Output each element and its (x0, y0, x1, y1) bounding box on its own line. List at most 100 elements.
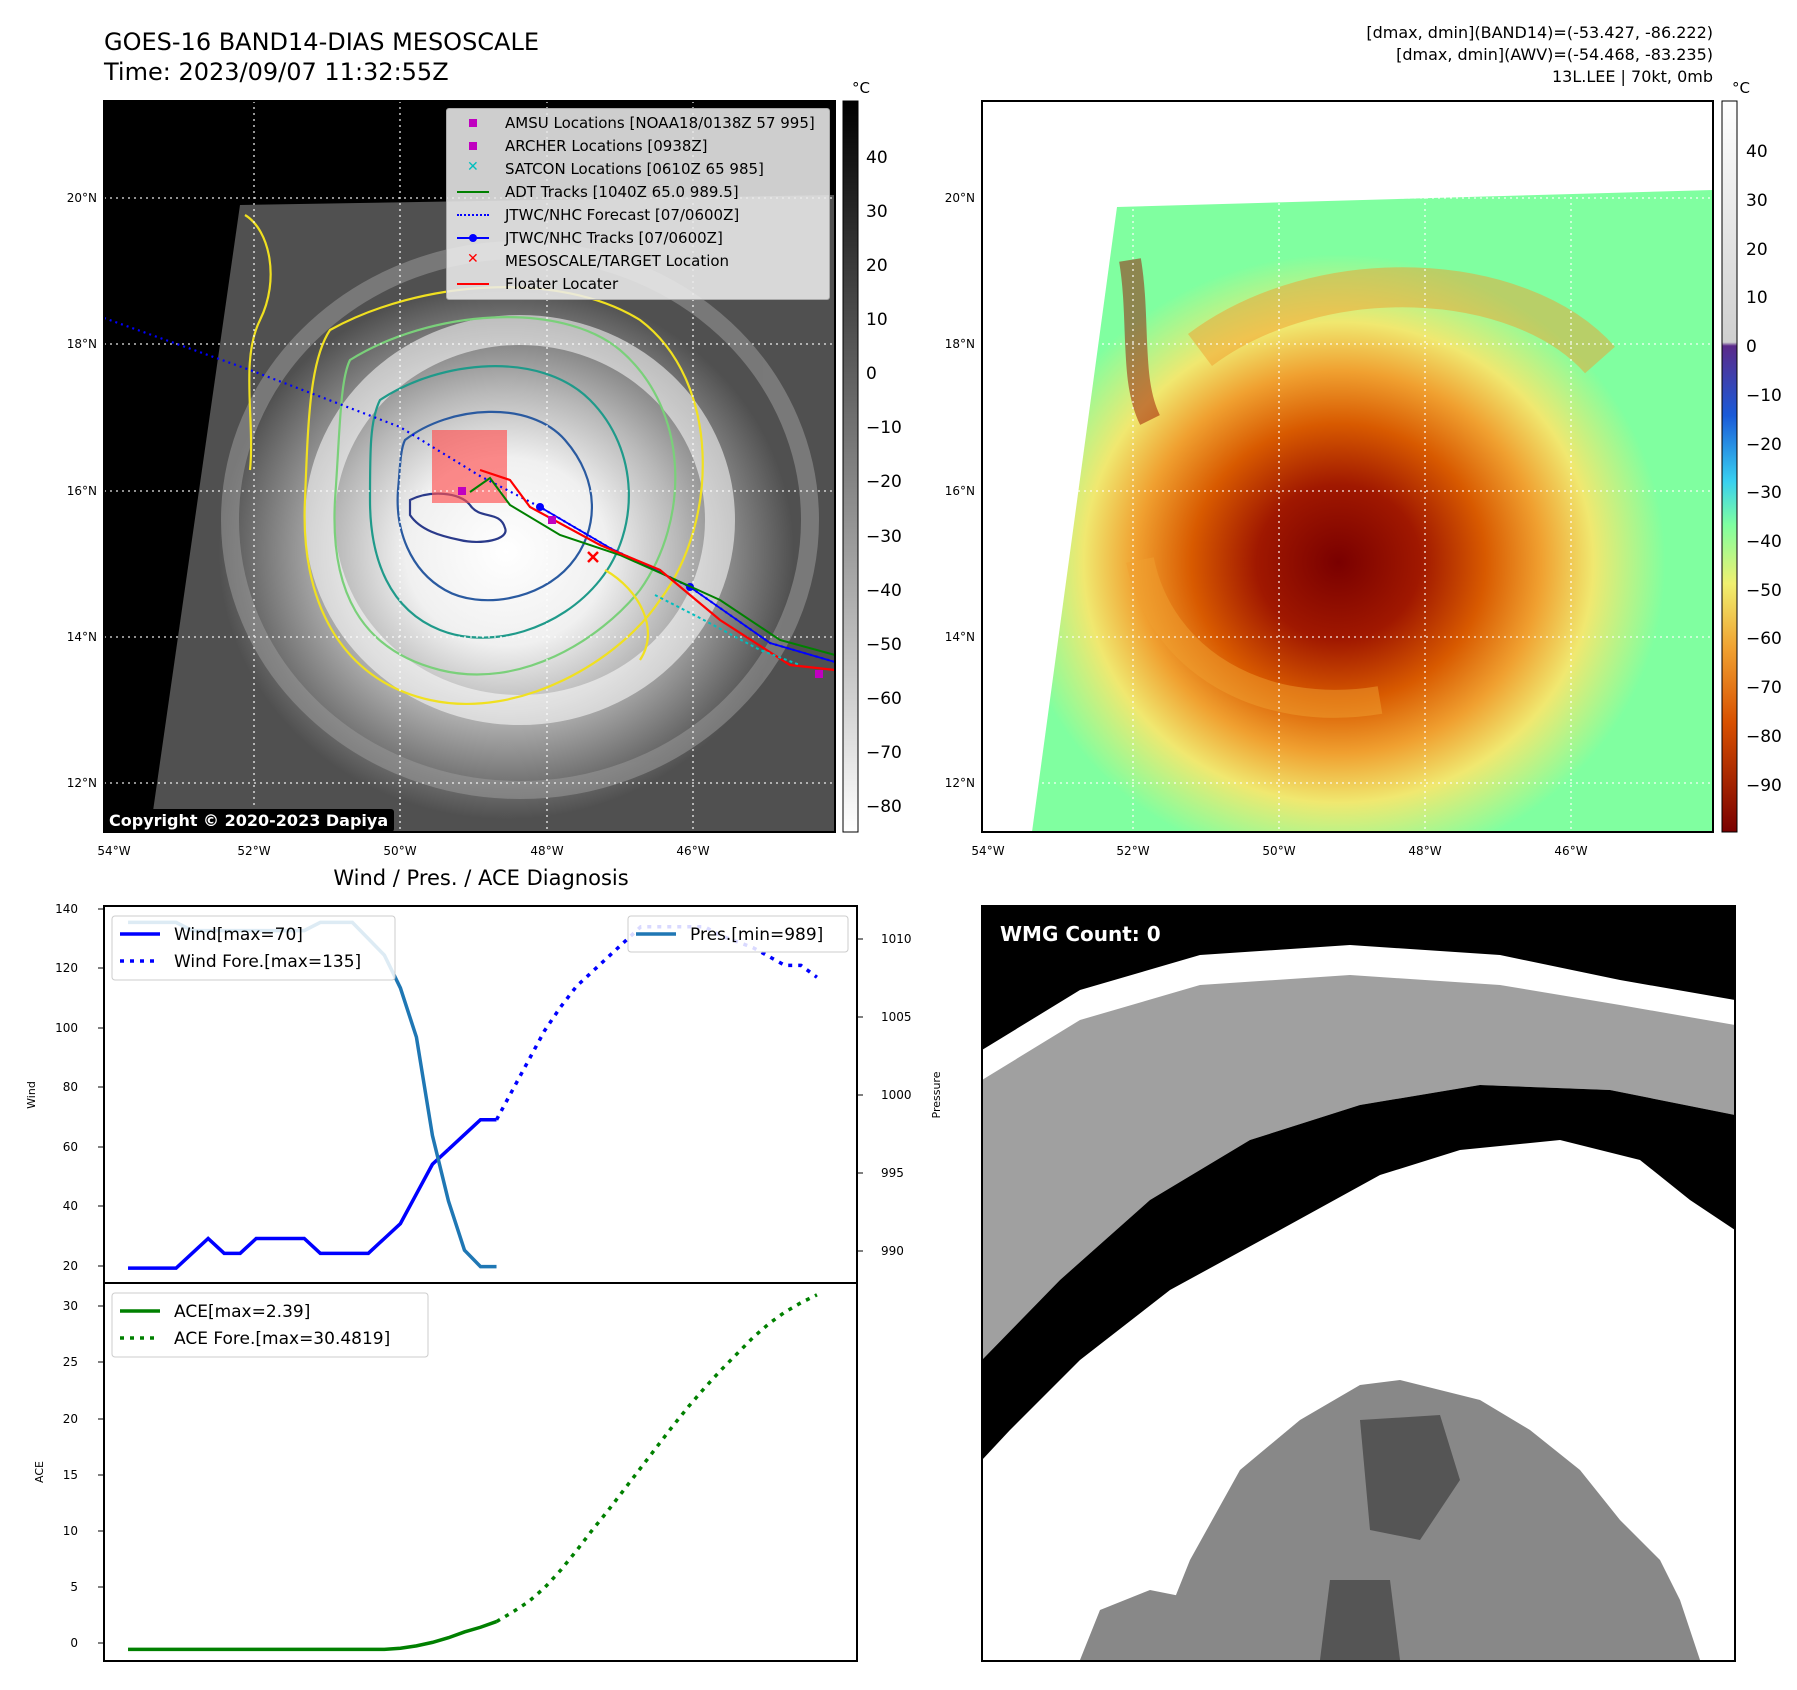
amsu-location-marker (548, 516, 556, 524)
ir-map-lon-labels: 54°W 52°W 50°W 48°W 46°W (97, 844, 709, 858)
svg-text:50°W: 50°W (383, 844, 416, 858)
amsu-location-marker (815, 670, 823, 678)
svg-text:−30: −30 (1746, 483, 1782, 503)
wmg-panel (981, 905, 1736, 1662)
svg-text:−50: −50 (1746, 581, 1782, 601)
svg-text:30: 30 (63, 1299, 78, 1313)
svg-text:−60: −60 (866, 689, 902, 709)
svg-text:5: 5 (70, 1580, 78, 1594)
pressure-axis-label: Pressure (930, 1071, 943, 1118)
wind-legend-label: Wind[max=70] (174, 925, 303, 945)
svg-text:14°N: 14°N (67, 630, 97, 644)
svg-text:48°W: 48°W (1408, 844, 1441, 858)
legend-item-target: ✕ MESOSCALE/TARGET Location (455, 251, 729, 271)
ir-colorbar: °C 40 30 20 10 0 −10 −20 −30 −40 −50 −60… (842, 79, 902, 833)
ir-map-legend: AMSU Locations [NOAA18/0138Z 57 995] ARC… (446, 108, 830, 300)
storm-info: 13L.LEE | 70kt, 0mb (1552, 67, 1713, 86)
svg-text:−80: −80 (866, 797, 902, 817)
svg-text:−20: −20 (1746, 435, 1782, 455)
wind-series-line (128, 1148, 450, 1270)
svg-text:20: 20 (866, 256, 888, 276)
svg-text:40: 40 (866, 148, 888, 168)
svg-text:1010: 1010 (881, 932, 912, 946)
legend-item-jtwc-forecast: JTWC/NHC Forecast [07/0600Z] (455, 205, 739, 225)
wind-series-line (447, 1117, 497, 1151)
wind-axis-label: Wind (25, 1081, 38, 1109)
svg-text:1005: 1005 (881, 1010, 912, 1024)
ace-tick-labels: 30 25 20 15 10 5 0 (63, 1299, 78, 1650)
ace-fore-legend-label: ACE Fore.[max=30.4819] (174, 1329, 390, 1349)
copyright-badge: Copyright © 2020-2023 Dapiya (103, 809, 395, 832)
legend-item-amsu: AMSU Locations [NOAA18/0138Z 57 995] (455, 113, 815, 133)
legend-item-jtwc-tracks: JTWC/NHC Tracks [07/0600Z] (455, 228, 723, 248)
svg-text:50°W: 50°W (1262, 844, 1295, 858)
svg-text:−40: −40 (1746, 532, 1782, 552)
wind-tick-labels: 140 120 100 80 60 40 20 (55, 902, 78, 1273)
svg-text:52°W: 52°W (237, 844, 270, 858)
wind-forecast-series-line (494, 925, 818, 1121)
square-marker-icon (455, 136, 491, 156)
svg-text:−90: −90 (1746, 776, 1782, 796)
svg-text:995: 995 (881, 1166, 904, 1180)
svg-text:14°N: 14°N (945, 630, 975, 644)
svg-text:52°W: 52°W (1116, 844, 1149, 858)
dmax-awv: [dmax, dmin](AWV)=(-54.468, -83.235) (1396, 45, 1713, 64)
legend-item-satcon: ✕ SATCON Locations [0610Z 65 985] (455, 159, 764, 179)
color-ir-colorbar: °C 40 30 20 10 0 −10 −20 −30 −40 −50 −60… (1721, 79, 1782, 833)
svg-text:−70: −70 (866, 743, 902, 763)
pressure-legend: Pres.[min=989] (627, 915, 849, 953)
legend-item-archer: ARCHER Locations [0938Z] (455, 136, 708, 156)
mesoscale-target-marker (587, 551, 599, 563)
wind-legend: Wind[max=70] Wind Fore.[max=135] (111, 915, 396, 981)
x-marker-icon: ✕ (467, 159, 479, 175)
color-ir-map-lat-labels: 20°N 18°N 16°N 14°N 12°N (945, 191, 975, 790)
svg-text:1000: 1000 (881, 1088, 912, 1102)
svg-text:18°N: 18°N (67, 337, 97, 351)
svg-text:46°W: 46°W (1554, 844, 1587, 858)
ace-series-layer (128, 1293, 818, 1652)
svg-text:15: 15 (63, 1468, 78, 1482)
svg-text:40: 40 (63, 1199, 78, 1213)
line-icon (455, 182, 491, 202)
svg-text:46°W: 46°W (676, 844, 709, 858)
svg-text:990: 990 (881, 1244, 904, 1258)
svg-text:120: 120 (55, 961, 78, 975)
svg-text:18°N: 18°N (945, 337, 975, 351)
svg-text:25: 25 (63, 1355, 78, 1369)
svg-text:−20: −20 (866, 472, 902, 492)
svg-text:20°N: 20°N (945, 191, 975, 205)
ace-axis-label: ACE (33, 1461, 46, 1483)
svg-text:20°N: 20°N (67, 191, 97, 205)
svg-text:140: 140 (55, 902, 78, 916)
wmg-count-label: WMG Count: 0 (1000, 922, 1161, 946)
svg-text:60: 60 (63, 1140, 78, 1154)
svg-text:−40: −40 (866, 581, 902, 601)
pressure-tick-labels: 1010 1005 1000 995 990 (881, 932, 912, 1258)
svg-text:−30: −30 (866, 527, 902, 547)
tick-marks (98, 908, 863, 1644)
svg-text:12°N: 12°N (67, 776, 97, 790)
jtwc-track-point (536, 503, 544, 511)
color-ir-map-panel (981, 100, 1714, 833)
svg-text:30: 30 (866, 202, 888, 222)
dotted-line-icon (455, 205, 491, 225)
svg-text:0: 0 (70, 1636, 78, 1650)
dmax-band14: [dmax, dmin](BAND14)=(-53.427, -86.222) (1366, 23, 1713, 42)
svg-text:20: 20 (63, 1259, 78, 1273)
ir-map-lat-labels: 20°N 18°N 16°N 14°N 12°N (67, 191, 97, 790)
svg-text:0: 0 (1746, 337, 1757, 357)
svg-text:−70: −70 (1746, 678, 1782, 698)
svg-text:°C: °C (1732, 79, 1750, 97)
svg-text:10: 10 (63, 1524, 78, 1538)
figure-time: Time: 2023/09/07 11:32:55Z (103, 58, 449, 86)
svg-text:−10: −10 (1746, 386, 1782, 406)
svg-text:40: 40 (1746, 142, 1768, 162)
legend-item-adt: ADT Tracks [1040Z 65.0 989.5] (455, 182, 739, 202)
figure-title: GOES-16 BAND14-DIAS MESOSCALE (104, 28, 539, 56)
ace-legend: ACE[max=2.39] ACE Fore.[max=30.4819] (111, 1292, 429, 1358)
square-marker-icon (455, 113, 491, 133)
line-dot-icon (455, 228, 491, 248)
line-icon (455, 274, 491, 294)
svg-text:16°N: 16°N (67, 484, 97, 498)
